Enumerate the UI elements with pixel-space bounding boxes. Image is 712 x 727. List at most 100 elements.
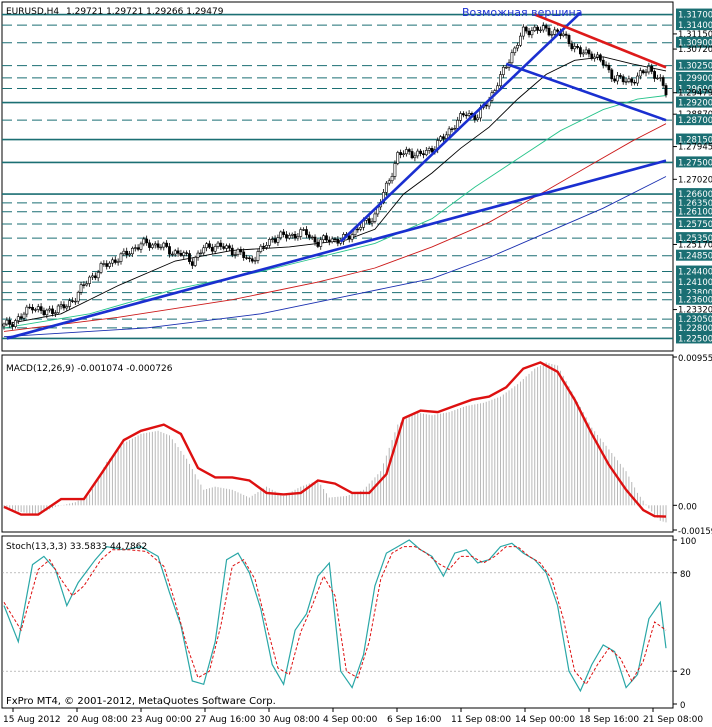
candle-body [370,221,374,224]
candle-body [393,163,397,177]
candle-body [51,308,54,314]
candle-body [333,238,337,241]
candle-body [150,244,154,248]
candle-body [148,242,151,248]
price-tick-label: 1.29479 [678,89,712,99]
candle-body [524,26,528,32]
candle-body [658,77,662,79]
candle-body [413,155,417,159]
candle-body [607,65,611,71]
candle-body [102,263,106,265]
candle-body [407,149,411,152]
candle-body [519,35,522,46]
price-tag-bg [676,249,712,261]
candle-body [62,304,66,309]
candle-body [185,252,189,254]
price-tag-label: 1.23050 [678,315,712,325]
price-tag-bg [676,188,712,200]
candle-body [16,316,20,321]
candle-body [604,64,608,66]
stoch-layer [2,539,673,693]
trend-line [534,13,667,69]
candle-body [208,243,211,248]
candle-body [533,26,537,31]
candle-body [136,247,140,250]
candle-body [322,235,325,241]
candle-body [641,70,645,74]
candle-body [210,247,214,252]
candle-body [56,305,60,313]
candle-body [347,235,351,240]
candle-body [624,81,628,83]
price-tag-label: 1.24400 [678,268,712,278]
candle-body [319,239,323,247]
candle-body [245,257,248,259]
candle-body [367,218,371,224]
candle-body [8,319,12,325]
price-tag-label: 1.24850 [678,252,712,262]
candle-body [564,33,568,36]
price-tag-bg [676,286,712,298]
candle-body [88,276,92,284]
candle-body [593,56,597,59]
price-tag-bg [676,8,712,20]
candle-body [416,150,420,157]
candle-body [521,26,525,37]
price-tag-bg [676,96,712,108]
candle-body [618,75,622,77]
time-tick-label: 14 Sep 00:00 [515,715,575,725]
moving-average-line [3,176,667,338]
price-tag-bg [676,36,712,48]
price-tag-label: 1.28150 [678,136,712,146]
candle-body [553,29,557,35]
candle-body [113,259,117,263]
candle-body [73,300,77,303]
candle-body [253,260,257,262]
candle-body [267,239,271,246]
candle-body [396,152,400,164]
candle-body [36,306,40,310]
time-tick-label: 18 Sep 16:00 [579,715,639,725]
candle-body [476,117,480,120]
candle-body [128,253,131,256]
price-panel-frame [1,1,674,352]
candle-body [410,151,414,159]
candle-body [93,275,97,279]
macd-signal-line [3,361,667,518]
candle-body [142,238,146,245]
price-tag-label: 1.31400 [678,21,712,31]
price-tag-bg [676,156,712,168]
candle-body [265,245,268,248]
trend-line [339,11,582,243]
candle-body [456,120,460,129]
time-tick-label: 11 Sep 08:00 [451,715,511,725]
candle-body [627,78,631,82]
candle-body [262,245,266,248]
candle-body [213,246,217,252]
peak-annotation: Возможная вершина [462,6,583,19]
candle-body [182,252,186,256]
candle-body [596,54,599,58]
price-tick-label: 1.30720 [678,45,712,55]
candle-body [444,134,448,139]
candle-body [664,85,668,96]
price-tick-label: 1.31150 [678,30,712,40]
candle-body [116,261,120,263]
candle-body [39,306,43,311]
candle-body [544,25,548,29]
price-tag-label: 1.29600 [678,84,712,94]
candle-body [590,53,594,59]
macd-layer [3,361,667,523]
candle-body [273,238,277,243]
moving-average-line [3,56,667,325]
candle-body [581,52,585,55]
price-tag-label: 1.26100 [678,208,712,218]
candle-body [239,249,243,253]
time-tick-label: 30 Aug 08:00 [259,715,320,725]
candle-body [584,49,588,54]
candle-body [373,213,377,222]
candle-body [359,227,363,230]
candle-body [647,66,651,73]
